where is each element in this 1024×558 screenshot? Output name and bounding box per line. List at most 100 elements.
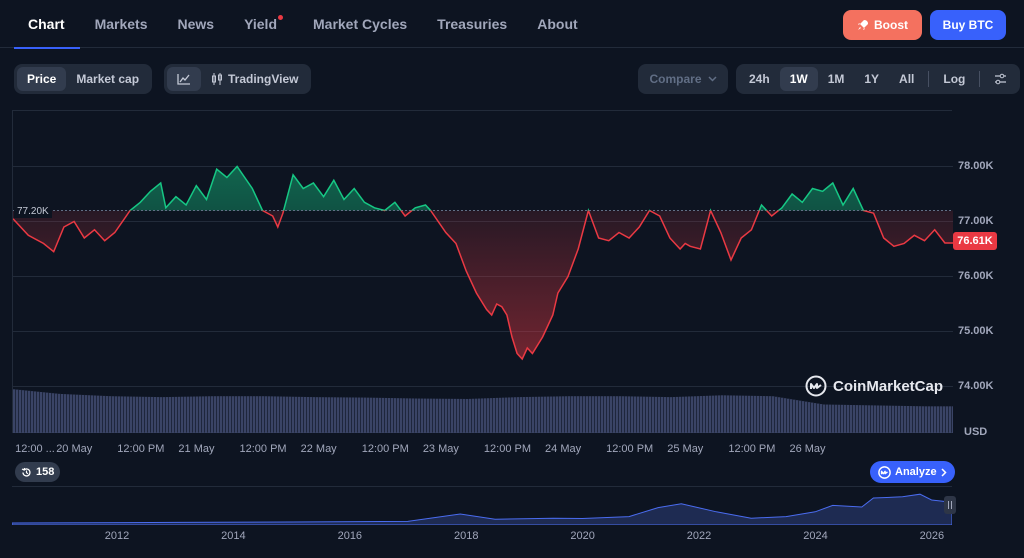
volume-bar xyxy=(193,396,196,433)
volume-bar xyxy=(787,398,790,433)
time-navigator[interactable] xyxy=(11,486,953,526)
volume-bar xyxy=(358,397,361,433)
range-1w[interactable]: 1W xyxy=(779,67,818,91)
volume-bar xyxy=(484,398,487,433)
volume-bar xyxy=(889,405,892,433)
x-tick-label: 12:00 PM xyxy=(728,443,776,455)
volume-bar xyxy=(412,398,415,433)
volume-bar xyxy=(265,396,268,433)
volume-bar xyxy=(337,397,340,433)
volume-bar xyxy=(226,396,229,433)
analyze-button[interactable]: Analyze xyxy=(870,461,955,483)
history-badge[interactable]: 158 xyxy=(15,462,61,482)
tab-yield[interactable]: Yield xyxy=(229,0,298,48)
volume-bar xyxy=(13,389,16,433)
watermark-text: CoinMarketCap xyxy=(833,377,944,395)
volume-bar xyxy=(85,395,88,433)
volume-bar xyxy=(667,397,670,433)
volume-bar xyxy=(418,398,421,433)
volume-bar xyxy=(49,392,52,433)
volume-bar xyxy=(778,397,781,433)
volume-bar xyxy=(181,396,184,433)
x-tick-label: 26 May xyxy=(789,443,826,455)
tab-market-cycles[interactable]: Market Cycles xyxy=(298,0,422,48)
tradingview-toggle[interactable]: TradingView xyxy=(201,67,308,91)
volume-bar xyxy=(250,396,253,433)
volume-bar xyxy=(580,396,583,433)
price-toggle[interactable]: Price xyxy=(17,67,67,91)
volume-bar xyxy=(802,401,805,433)
volume-bar xyxy=(940,406,943,433)
tab-markets[interactable]: Markets xyxy=(80,0,163,48)
volume-bar xyxy=(760,395,763,433)
volume-bar xyxy=(808,402,811,433)
volume-bar xyxy=(526,396,529,433)
volume-bar xyxy=(220,396,223,433)
navigator-handle[interactable] xyxy=(944,496,956,514)
volume-bar xyxy=(187,396,190,433)
chart-settings-button[interactable] xyxy=(984,67,1017,91)
volume-bar xyxy=(274,396,277,433)
buy-btc-button[interactable]: Buy BTC xyxy=(930,10,1006,40)
volume-bar xyxy=(106,396,109,433)
volume-bar xyxy=(145,396,148,433)
volume-bar xyxy=(553,396,556,433)
volume-bar xyxy=(790,399,793,433)
volume-bar xyxy=(829,404,832,433)
line-chart-toggle[interactable] xyxy=(167,67,201,91)
volume-bar xyxy=(835,404,838,433)
volume-bar xyxy=(127,396,130,433)
tab-about[interactable]: About xyxy=(522,0,592,48)
volume-bar xyxy=(877,405,880,433)
volume-bar xyxy=(370,397,373,433)
volume-bar xyxy=(388,398,391,433)
volume-bar xyxy=(322,397,325,433)
area-up xyxy=(13,166,953,211)
volume-bar xyxy=(133,396,136,433)
volume-bar xyxy=(391,398,394,433)
volume-bar xyxy=(40,392,43,433)
volume-bar xyxy=(727,395,730,433)
volume-bar xyxy=(379,397,382,433)
volume-bar xyxy=(160,397,163,433)
volume-bar xyxy=(415,398,418,433)
range-24h[interactable]: 24h xyxy=(749,72,770,86)
volume-bar xyxy=(79,394,82,433)
range-1m[interactable]: 1M xyxy=(827,72,845,86)
volume-bar xyxy=(655,396,658,433)
volume-bar xyxy=(34,391,37,433)
price-chart[interactable] xyxy=(12,110,955,433)
tab-chart[interactable]: Chart xyxy=(14,0,80,49)
volume-bar xyxy=(43,392,46,433)
range-all[interactable]: All xyxy=(899,72,915,86)
volume-bar xyxy=(247,396,250,433)
volume-bar xyxy=(757,395,760,433)
volume-bar xyxy=(952,406,955,433)
volume-bar xyxy=(505,397,508,433)
volume-bar xyxy=(694,396,697,433)
range-1y[interactable]: 1Y xyxy=(864,72,880,86)
market-cap-toggle[interactable]: Market cap xyxy=(76,72,140,86)
volume-bar xyxy=(172,396,175,433)
volume-bar xyxy=(850,404,853,433)
tab-treasuries[interactable]: Treasuries xyxy=(422,0,522,48)
volume-bar xyxy=(592,396,595,433)
volume-bar xyxy=(703,395,706,433)
volume-bar xyxy=(901,405,904,433)
volume-bar xyxy=(28,390,31,433)
volume-bar xyxy=(691,396,694,433)
volume-bar xyxy=(565,396,568,433)
volume-bar xyxy=(547,396,550,433)
log-scale-toggle[interactable]: Log xyxy=(943,72,966,86)
volume-bar xyxy=(781,397,784,433)
tab-bar: Chart Markets News Yield Market Cycles T… xyxy=(14,0,593,49)
volume-bar xyxy=(718,395,721,433)
volume-bar xyxy=(151,396,154,433)
tab-news[interactable]: News xyxy=(162,0,229,48)
boost-button[interactable]: Boost xyxy=(843,10,922,40)
volume-bar xyxy=(583,396,586,433)
volume-bar xyxy=(826,404,829,433)
compare-dropdown[interactable]: Compare xyxy=(638,64,728,94)
rocket-icon xyxy=(858,20,868,30)
navigator-year-label: 2016 xyxy=(337,530,363,542)
